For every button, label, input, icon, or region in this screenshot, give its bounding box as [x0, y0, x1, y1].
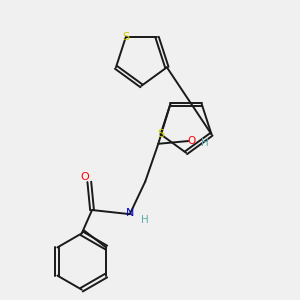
Text: H: H — [201, 138, 209, 148]
Text: H: H — [141, 215, 149, 225]
Text: O: O — [188, 136, 196, 146]
Text: N: N — [126, 208, 134, 218]
Text: S: S — [122, 32, 129, 42]
Text: S: S — [157, 129, 164, 139]
Text: O: O — [81, 172, 90, 182]
